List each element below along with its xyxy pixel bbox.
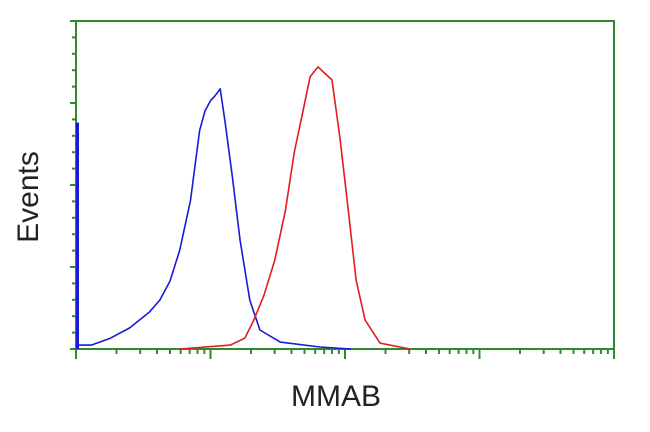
axes xyxy=(70,20,615,359)
x-axis-label: MMAB xyxy=(291,380,381,413)
series-group xyxy=(76,66,411,350)
y-axis-label: Events xyxy=(12,151,45,243)
series-line-2 xyxy=(179,66,411,350)
series-line-1 xyxy=(76,88,351,350)
